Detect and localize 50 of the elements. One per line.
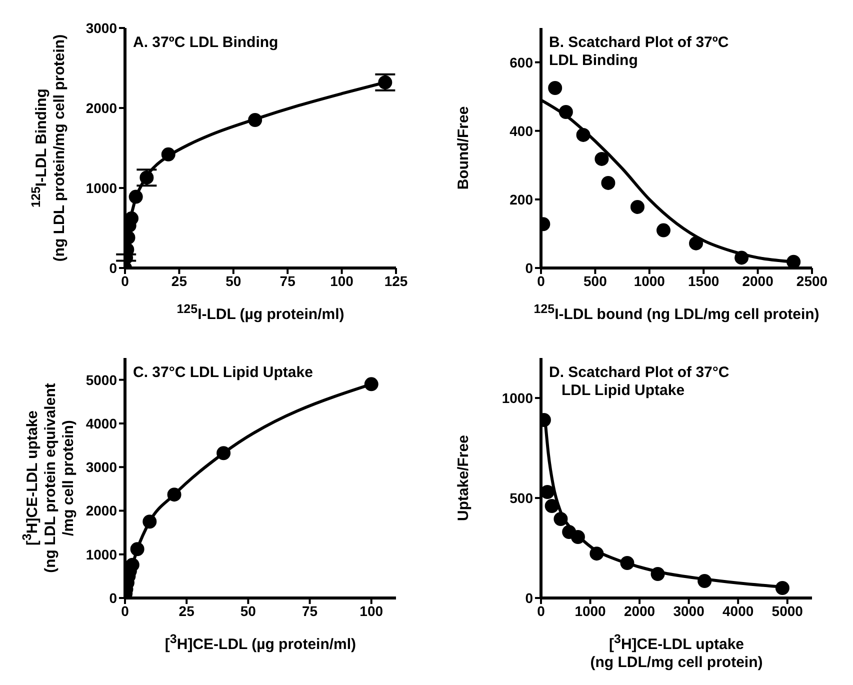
x-tick-label: 1500 xyxy=(688,272,720,289)
x-tick-label: 0 xyxy=(121,272,130,289)
x-tick-label: 2000 xyxy=(742,272,774,289)
x-tick-label: 0 xyxy=(537,602,546,619)
y-tick-label: 2000 xyxy=(86,100,118,116)
text: D. Scatchard Plot of 37°C LDL Lipid Uptake xyxy=(549,364,730,400)
chart-title: C. 37°C LDL Lipid Uptake xyxy=(133,364,313,382)
y-axis-title: Bound/Free xyxy=(455,106,473,190)
x-tick-label: 50 xyxy=(226,272,242,289)
x-axis-title: [$^{3}$H]CE-LDL uptake (ng LDL/mg cell protein) xyxy=(589,631,764,672)
x-tick-label: 1000 xyxy=(574,602,606,619)
y-tick-label: 0 xyxy=(525,590,534,606)
x-tick-label: 0 xyxy=(121,602,130,619)
y-tick-label: 400 xyxy=(510,122,534,139)
y-tick-label: 200 xyxy=(510,191,534,208)
x-tick-label: 4000 xyxy=(722,602,754,619)
y-tick-label: 0 xyxy=(525,260,534,276)
x-tick-label: 5000 xyxy=(772,602,804,619)
x-axis-title: $^{125}$I-LDL (µg protein/ml) xyxy=(176,301,346,324)
y-tick-label: 600 xyxy=(510,54,534,70)
x-tick-label: 75 xyxy=(280,272,296,289)
x-tick-label: 25 xyxy=(171,272,188,289)
y-tick-label: 3000 xyxy=(86,459,118,476)
y-tick-label: 2000 xyxy=(86,502,118,519)
x-axis-title: [$^{3}$H]CE-LDL (µg protein/ml) xyxy=(164,631,358,654)
x-axis-title: $^{125}$I-LDL bound (ng LDL/mg cell protein) xyxy=(532,301,820,324)
y-tick-label: 1000 xyxy=(502,390,534,406)
x-tick-label: 2500 xyxy=(796,272,828,289)
y-tick-label: 1000 xyxy=(86,546,118,562)
x-tick-label: 2000 xyxy=(624,602,656,619)
x-tick-label: 100 xyxy=(330,272,354,289)
y-tick-label: 500 xyxy=(510,490,534,506)
x-tick-label: 100 xyxy=(360,602,384,619)
y-tick-label: 4000 xyxy=(86,415,118,432)
x-tick-label: 75 xyxy=(302,602,318,619)
x-tick-label: 3000 xyxy=(673,602,705,619)
y-tick-label: 5000 xyxy=(86,372,118,388)
x-tick-label: 0 xyxy=(537,272,546,289)
x-tick-label: 125 xyxy=(384,272,408,289)
x-tick-label: 500 xyxy=(584,272,608,289)
y-tick-label: 3000 xyxy=(86,20,118,36)
y-axis-title: Uptake/Free xyxy=(455,435,473,521)
y-tick-label: 0 xyxy=(109,260,118,276)
y-tick-label: 1000 xyxy=(86,180,118,196)
chart-title: A. 37ºC LDL Binding xyxy=(133,34,278,52)
x-tick-label: 50 xyxy=(240,602,256,619)
x-tick-label: 1000 xyxy=(634,272,666,289)
x-tick-label: 25 xyxy=(178,602,195,619)
text: B. Scatchard Plot of 37ºC LDL Binding xyxy=(549,34,729,70)
y-tick-label: 0 xyxy=(109,590,118,606)
